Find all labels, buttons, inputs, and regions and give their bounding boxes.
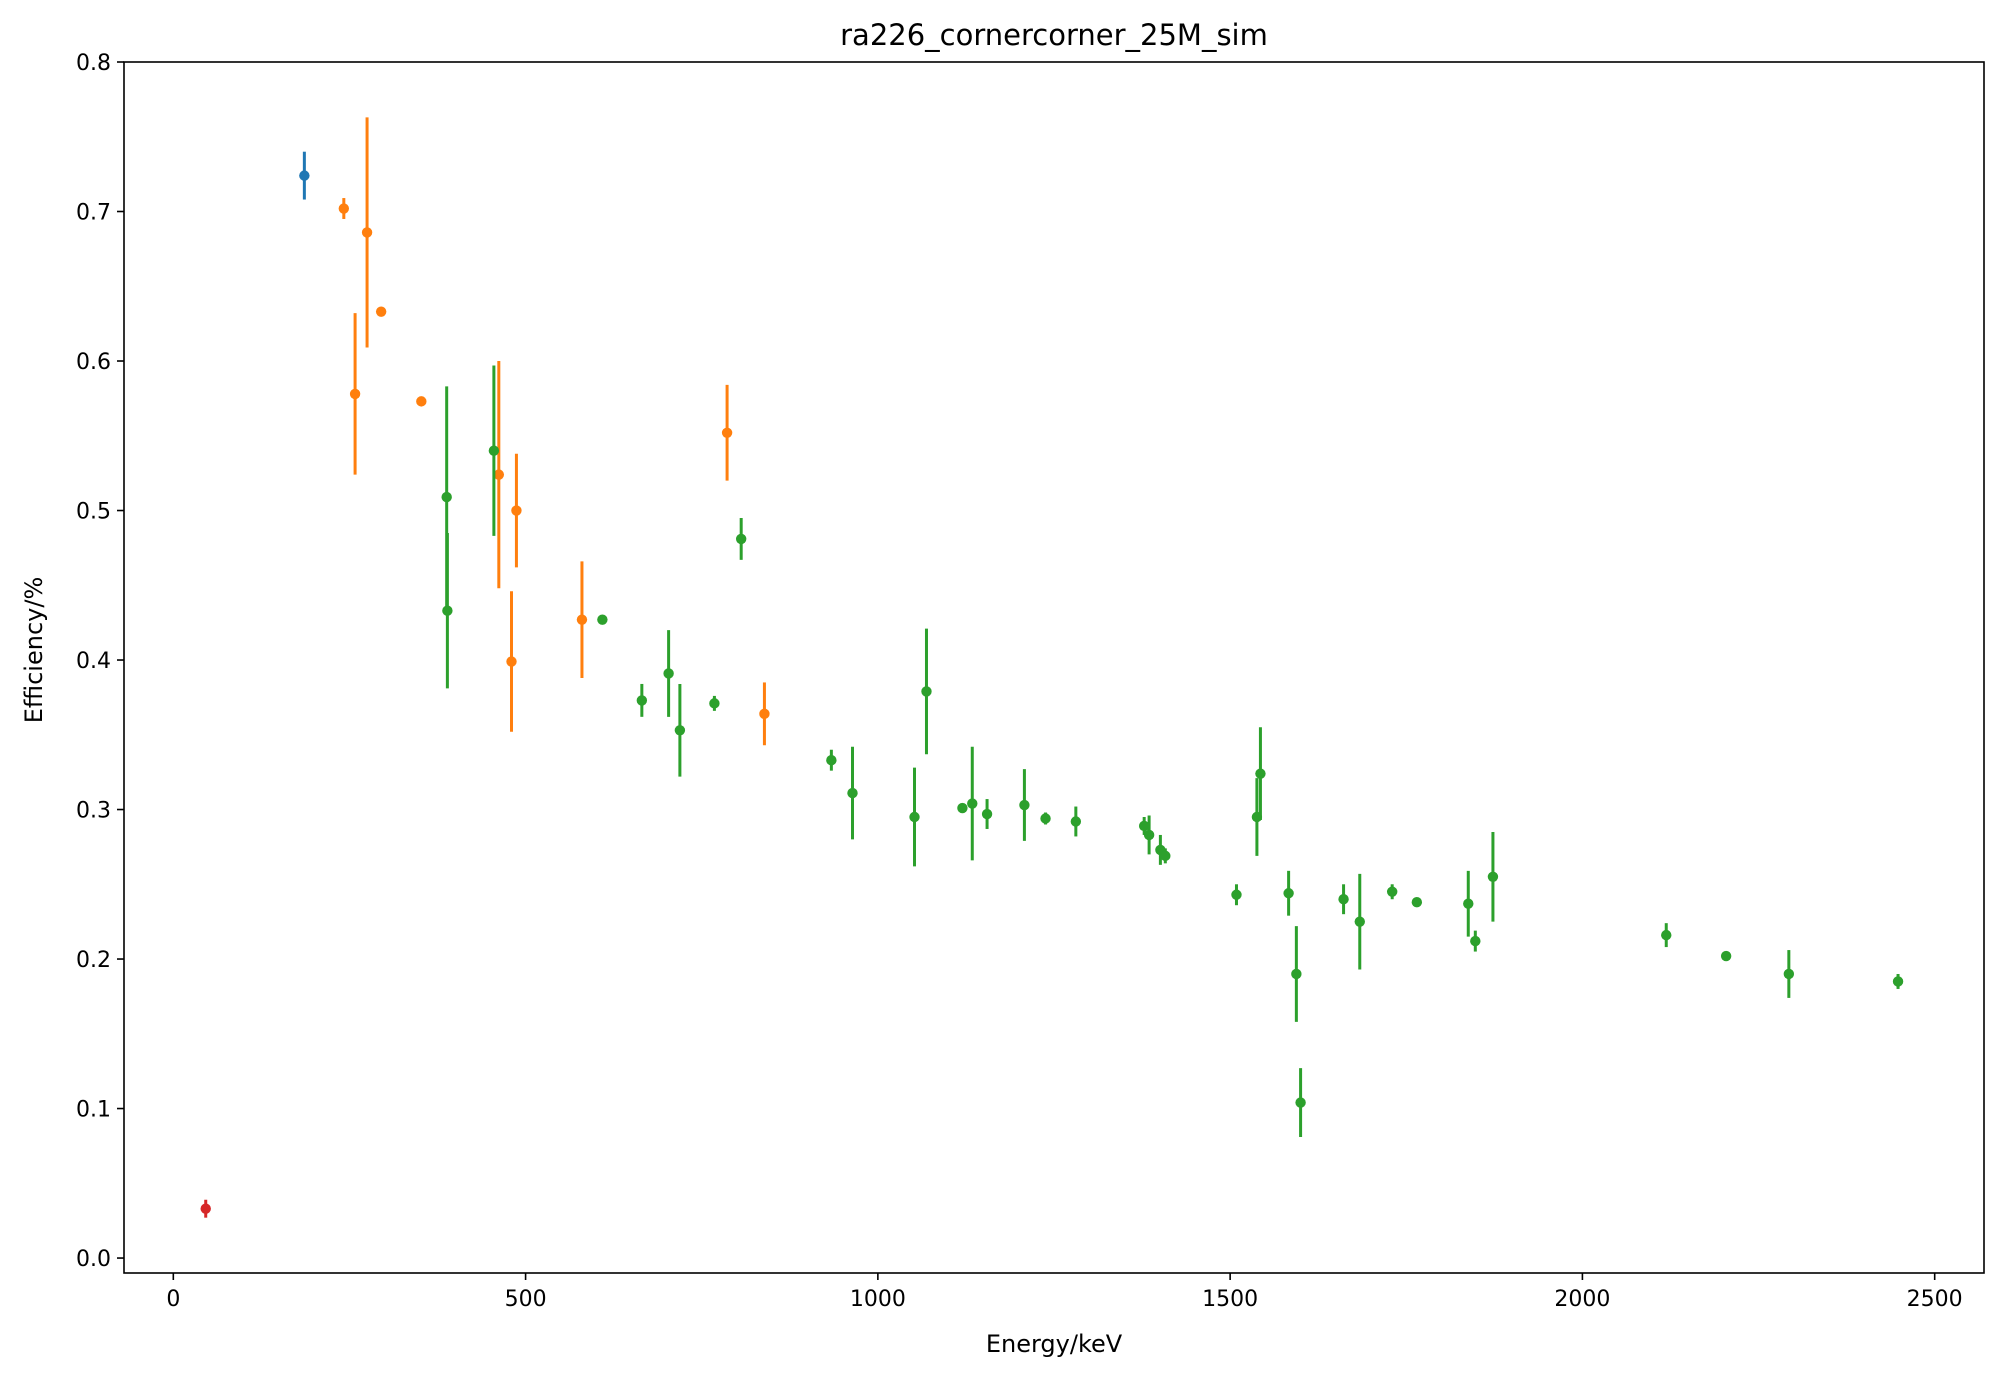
- data-point: [1143, 829, 1155, 841]
- y-tick-label: 0.2: [76, 948, 111, 973]
- y-tick-label: 0.5: [76, 500, 111, 525]
- data-point: [981, 808, 993, 820]
- data-point: [441, 491, 452, 503]
- data-point: [442, 605, 453, 616]
- data-point: [1892, 976, 1904, 987]
- data-point: [1487, 871, 1499, 883]
- data-point: [1070, 816, 1082, 827]
- y-tick-label: 0.0: [76, 1247, 111, 1272]
- data-point: [1291, 968, 1302, 980]
- data-point: [493, 469, 505, 480]
- x-tick-label: 500: [505, 1287, 547, 1312]
- data-point: [361, 227, 373, 238]
- x-tick-label: 1000: [850, 1287, 906, 1312]
- chart-title: ra226_cornercorner_25M_sim: [840, 18, 1268, 52]
- data-point: [967, 798, 978, 809]
- data-point: [826, 754, 837, 766]
- data-point: [1386, 886, 1398, 897]
- data-point: [299, 170, 310, 181]
- data-point: [721, 427, 733, 438]
- y-tick-label: 0.1: [76, 1098, 111, 1123]
- plot-area: [200, 117, 1904, 1218]
- x-tick-label: 2500: [1907, 1287, 1963, 1312]
- y-tick-label: 0.6: [76, 350, 111, 375]
- data-point: [921, 686, 932, 697]
- data-point: [1283, 888, 1294, 899]
- series-0: [299, 151, 310, 200]
- x-tick-label: 0: [166, 1287, 180, 1312]
- data-point: [597, 614, 608, 625]
- data-point: [349, 388, 361, 400]
- data-point: [735, 533, 747, 545]
- data-point: [1354, 916, 1365, 927]
- data-point: [576, 614, 588, 625]
- data-point: [1783, 968, 1795, 980]
- data-point: [1160, 850, 1171, 862]
- data-point: [1138, 820, 1150, 832]
- data-point: [957, 802, 968, 814]
- series-1: [338, 117, 770, 746]
- y-tick-label: 0.8: [76, 51, 111, 76]
- data-point: [1231, 889, 1242, 900]
- plot-frame: [123, 61, 1985, 1274]
- data-point: [1338, 894, 1349, 905]
- data-point: [1470, 935, 1481, 947]
- data-point: [1411, 897, 1423, 908]
- data-point: [1661, 929, 1672, 941]
- data-point: [909, 811, 920, 823]
- series-2: [441, 365, 1904, 1137]
- data-point: [1295, 1097, 1306, 1108]
- x-axis: 0 500 1000 1500 2000 2500: [166, 1273, 1963, 1312]
- data-point: [636, 695, 648, 706]
- data-point: [1040, 813, 1051, 824]
- data-point: [416, 396, 427, 407]
- data-point: [200, 1203, 211, 1214]
- data-point: [759, 708, 770, 720]
- y-tick-label: 0.4: [76, 649, 111, 674]
- x-tick-label: 2000: [1554, 1287, 1610, 1312]
- x-axis-label: Energy/keV: [986, 1330, 1123, 1358]
- data-point: [1720, 950, 1732, 962]
- data-point: [709, 698, 720, 709]
- data-point: [338, 203, 350, 214]
- y-axis-label: Efficiency/%: [20, 577, 48, 724]
- series-3: [200, 1199, 211, 1218]
- data-point: [847, 787, 858, 799]
- data-point: [663, 668, 674, 679]
- data-point: [1255, 768, 1266, 779]
- y-tick-label: 0.7: [76, 201, 111, 226]
- x-tick-label: 1500: [1202, 1287, 1258, 1312]
- data-point: [1463, 898, 1474, 909]
- data-point: [511, 505, 522, 516]
- data-point: [375, 306, 387, 317]
- y-axis: 0.0 0.1 0.2 0.3 0.4 0.5 0.6 0.7 0.8: [76, 51, 124, 1272]
- data-point: [674, 725, 686, 736]
- y-tick-label: 0.3: [76, 799, 111, 824]
- data-point: [488, 445, 500, 456]
- data-point: [506, 656, 517, 667]
- data-point: [1019, 799, 1030, 811]
